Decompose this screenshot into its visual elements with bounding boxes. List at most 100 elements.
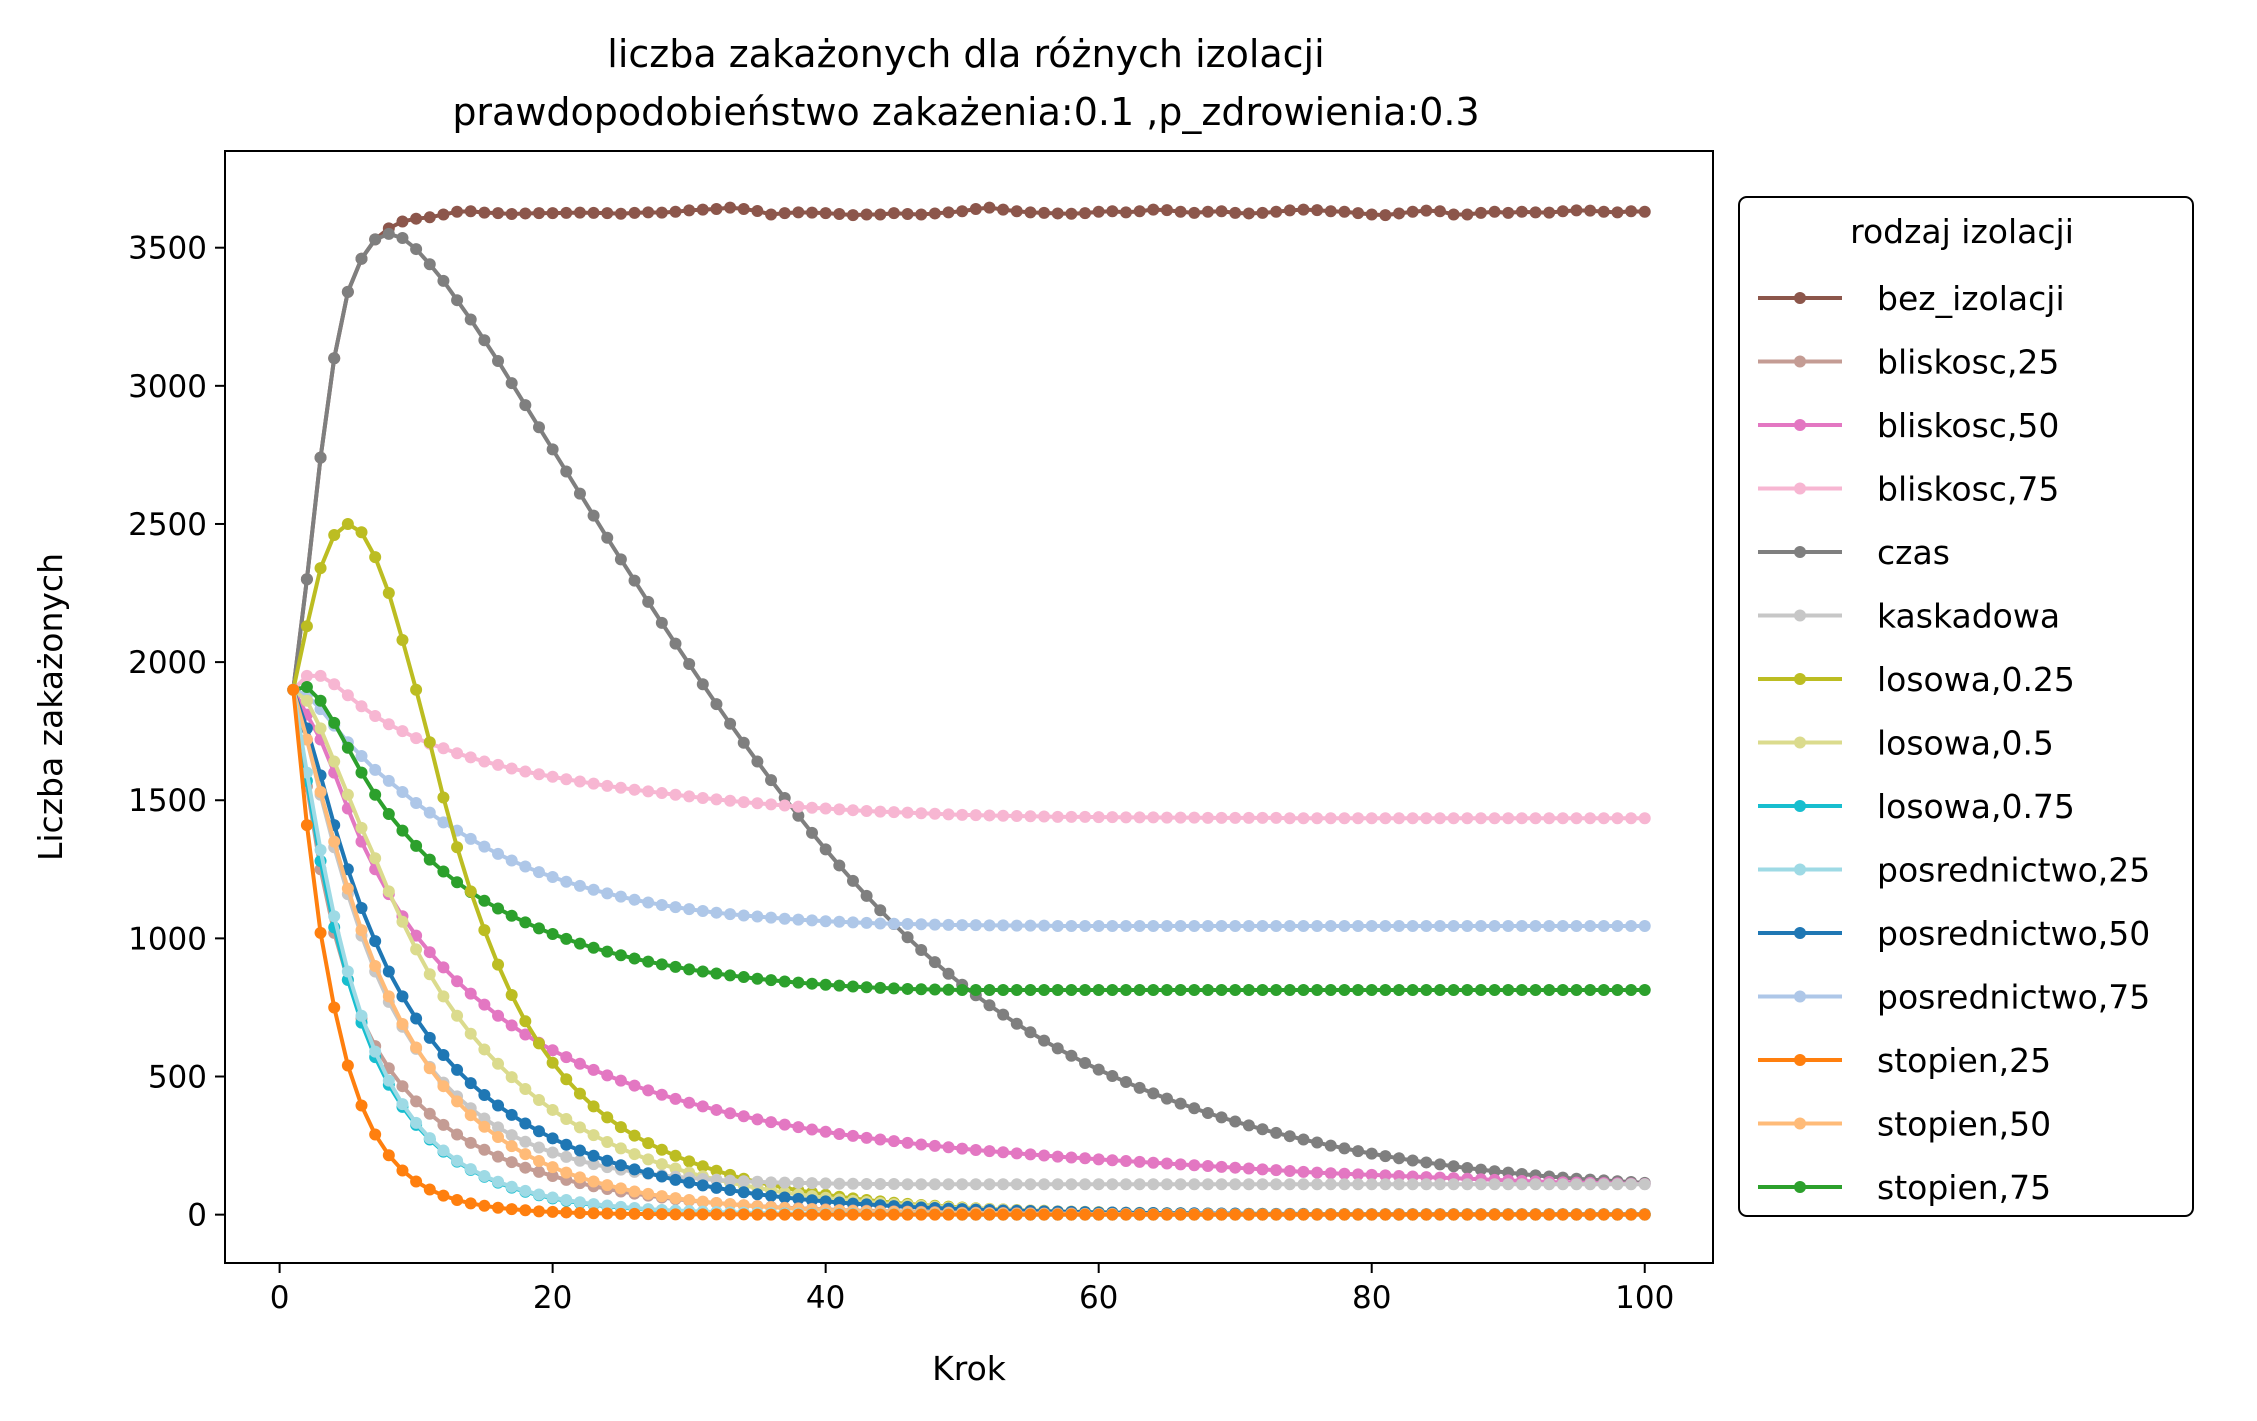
data-point — [696, 1195, 709, 1208]
data-point — [628, 893, 641, 906]
data-point — [573, 937, 586, 950]
data-point — [1174, 919, 1187, 932]
data-point — [655, 898, 668, 911]
x-axis: 0 20 40 60 80 100 — [270, 1263, 1674, 1316]
data-point — [546, 1161, 559, 1174]
data-point — [478, 1169, 491, 1182]
data-point — [806, 1177, 819, 1190]
legend-item: losowa,0.5 — [1758, 724, 2054, 763]
data-point — [614, 1121, 627, 1134]
data-point — [724, 969, 737, 982]
data-point — [1406, 1154, 1419, 1167]
data-point — [1065, 984, 1078, 997]
legend-swatch-marker — [1794, 546, 1806, 558]
data-point — [573, 1121, 586, 1134]
data-point — [1324, 812, 1337, 825]
data-point — [1529, 919, 1542, 932]
data-point — [546, 1056, 559, 1069]
data-point — [737, 1175, 750, 1188]
data-point — [1010, 919, 1023, 932]
data-point — [478, 1112, 491, 1125]
data-point — [1215, 1178, 1228, 1191]
data-point — [423, 1132, 436, 1145]
data-point — [369, 763, 382, 776]
data-point — [1529, 812, 1542, 825]
data-point — [874, 981, 887, 994]
data-point — [1174, 1097, 1187, 1110]
data-point — [532, 1037, 545, 1050]
legend-swatch-marker — [1794, 800, 1806, 812]
data-point — [792, 206, 805, 219]
legend-label: posrednictwo,50 — [1877, 914, 2150, 953]
data-point — [669, 901, 682, 914]
data-point — [696, 1179, 709, 1192]
data-point — [464, 751, 477, 764]
data-point — [1297, 984, 1310, 997]
data-point — [560, 1051, 573, 1064]
data-point — [1338, 205, 1351, 218]
data-point — [655, 206, 668, 219]
data-point — [1584, 1208, 1597, 1221]
data-point — [1420, 1178, 1433, 1191]
data-point — [532, 1165, 545, 1178]
data-point — [1256, 919, 1269, 932]
data-point — [1543, 812, 1556, 825]
data-point — [1051, 1150, 1064, 1163]
data-point — [765, 1116, 778, 1129]
data-point — [628, 952, 641, 965]
data-point — [846, 916, 859, 929]
data-point — [519, 207, 532, 220]
data-point — [1038, 1034, 1051, 1047]
legend-label: posrednictwo,75 — [1877, 978, 2150, 1017]
data-point — [628, 574, 641, 587]
data-point — [1106, 919, 1119, 932]
data-point — [792, 1176, 805, 1189]
data-point — [1638, 205, 1651, 218]
data-point — [546, 1044, 559, 1057]
data-point — [1379, 984, 1392, 997]
data-point — [628, 1079, 641, 1092]
data-point — [1352, 812, 1365, 825]
legend-swatch-marker — [1794, 673, 1806, 685]
data-point — [1611, 984, 1624, 997]
data-point — [587, 1175, 600, 1188]
data-point — [696, 1160, 709, 1173]
legend-title: rodzaj izolacji — [1850, 212, 2074, 251]
data-point — [505, 1180, 518, 1193]
data-point — [1229, 1208, 1242, 1221]
data-point — [492, 1201, 505, 1214]
data-point — [1188, 811, 1201, 824]
data-point — [1024, 1026, 1037, 1039]
data-point — [997, 1146, 1010, 1159]
data-point — [942, 1141, 955, 1154]
data-point — [683, 790, 696, 803]
data-point — [860, 805, 873, 818]
data-point — [642, 595, 655, 608]
data-point — [1461, 984, 1474, 997]
data-point — [710, 1197, 723, 1210]
data-point — [478, 334, 491, 347]
data-point — [1625, 1178, 1638, 1191]
data-point — [341, 517, 354, 530]
data-point — [942, 983, 955, 996]
data-point — [382, 587, 395, 600]
data-point — [1242, 984, 1255, 997]
data-point — [1597, 919, 1610, 932]
data-point — [1406, 919, 1419, 932]
data-point — [669, 637, 682, 650]
data-point — [464, 1197, 477, 1210]
data-point — [628, 1148, 641, 1161]
data-point — [642, 1167, 655, 1180]
data-point — [560, 206, 573, 219]
series-line — [291, 673, 1645, 821]
data-point — [1447, 208, 1460, 221]
data-point — [1256, 206, 1269, 219]
data-point — [778, 207, 791, 220]
data-point — [410, 839, 423, 852]
data-point — [833, 207, 846, 220]
data-point — [492, 1009, 505, 1022]
data-point — [464, 885, 477, 898]
legend-swatch-marker — [1794, 609, 1806, 622]
data-point — [1119, 1178, 1132, 1191]
data-point — [560, 773, 573, 786]
